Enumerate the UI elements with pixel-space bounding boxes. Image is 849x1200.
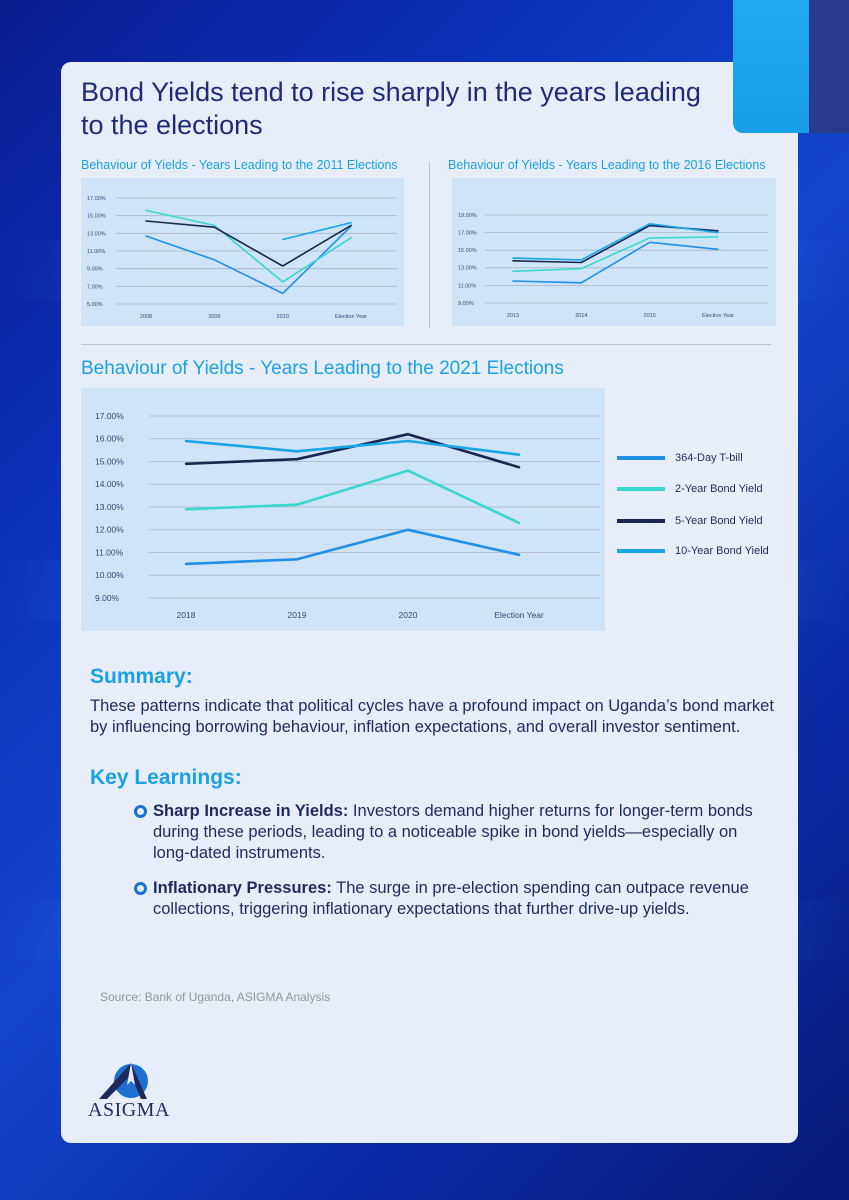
x-tick-label: 2020 — [399, 610, 418, 620]
series-line — [145, 220, 352, 267]
legend-label: 2-Year Bond Yield — [675, 483, 763, 495]
key-learning-item: Inflationary Pressures: The surge in pre… — [134, 878, 774, 920]
chart-2011: 17.00% 15.00% 13.00% 11.00% 9.00% 7.00% 5.00% 2… — [81, 178, 404, 326]
y-tick-label: 13.00% — [458, 266, 477, 272]
x-tick-label: 2008 — [140, 314, 152, 320]
chart-2016-title: Behaviour of Yields - Years Leading to t… — [448, 158, 766, 172]
series-line — [281, 221, 352, 241]
asigma-logo-icon — [99, 1063, 148, 1099]
legend-item-5-year: 5-Year Bond Yield — [617, 513, 763, 529]
y-tick-label: 11.00% — [458, 283, 476, 289]
y-tick-label: 7.00% — [87, 284, 103, 290]
y-tick-label: 13.00% — [95, 502, 124, 512]
key-learning-item: Sharp Increase in Yields: Investors dema… — [134, 801, 774, 864]
y-tick-label: 19.00% — [458, 213, 477, 219]
y-tick-label: 9.00% — [458, 301, 474, 307]
y-tick-label: 15.00% — [87, 214, 106, 220]
x-tick-label: Election Year — [494, 610, 544, 620]
bullet-circle-icon — [134, 882, 147, 895]
y-tick-label: 9.00% — [95, 593, 120, 603]
legend-item-10-year: 10-Year Bond Yield — [617, 543, 769, 559]
legend-item-2-year: 2-Year Bond Yield — [617, 481, 763, 497]
key-learning-bold: Inflationary Pressures: — [153, 879, 332, 897]
bullet-circle-icon — [134, 805, 147, 818]
series-line — [184, 528, 521, 566]
horizontal-divider — [81, 344, 771, 345]
legend-label: 5-Year Bond Yield — [675, 515, 763, 527]
legend-label: 364-Day T-bill — [675, 452, 743, 464]
series-line — [512, 224, 719, 264]
key-learning-body: Investors demand higher returns for long… — [153, 802, 753, 862]
y-tick-label: 15.00% — [95, 456, 124, 466]
y-tick-label: 17.00% — [458, 231, 477, 237]
legend-item-t-bill: 364-Day T-bill — [617, 450, 743, 466]
series-line — [145, 209, 352, 283]
x-tick-label: 2015 — [644, 313, 656, 319]
series-line — [512, 222, 719, 261]
legend-swatch — [617, 456, 665, 460]
y-tick-label: 15.00% — [458, 248, 477, 254]
x-tick-label: 2010 — [277, 314, 289, 320]
x-tick-label: Election Year — [702, 313, 734, 319]
y-tick-label: 14.00% — [95, 479, 124, 489]
vertical-divider — [429, 162, 430, 328]
x-tick-label: 2014 — [575, 313, 587, 319]
y-tick-label: 16.00% — [95, 434, 124, 444]
chart-2021-title: Behaviour of Yields - Years Leading to t… — [81, 358, 564, 379]
x-tick-label: Election Year — [335, 314, 367, 320]
chart-2016: 19.00% 17.00% 15.00% 13.00% 11.00% 9.00% 2013 2… — [452, 178, 776, 326]
y-tick-label: 10.00% — [95, 570, 124, 580]
y-tick-label: 17.00% — [87, 196, 106, 202]
key-learnings-heading: Key Learnings: — [90, 766, 242, 789]
y-tick-label: 13.00% — [87, 231, 106, 237]
key-learning-text: Sharp Increase in Yields: Investors dema… — [153, 801, 774, 864]
series-line — [184, 439, 521, 456]
x-tick-label: 2009 — [208, 314, 220, 320]
legend-label: 10-Year Bond Yield — [675, 545, 769, 557]
x-tick-label: 2013 — [507, 313, 519, 319]
x-tick-label: 2018 — [177, 610, 196, 620]
y-tick-label: 12.00% — [95, 525, 124, 535]
series-line — [145, 225, 352, 295]
chart-2011-svg: 17.00% 15.00% 13.00% 11.00% 9.00% 7.00% 5.00% 2… — [87, 196, 397, 320]
logo-text: ASIGMA — [88, 1099, 170, 1121]
chart-2021: 17.00% 16.00% 15.00% 14.00% 13.00% 12.00% 11.0… — [81, 388, 605, 631]
y-tick-label: 11.00% — [95, 547, 124, 557]
accent-block-blue — [733, 0, 809, 133]
legend-swatch — [617, 487, 665, 491]
source-note: Source: Bank of Uganda, ASIGMA Analysis — [100, 990, 331, 1004]
summary-heading: Summary: — [90, 665, 193, 688]
legend-swatch — [617, 519, 665, 523]
accent-block-navy — [809, 0, 849, 133]
key-learning-bold: Sharp Increase in Yields: — [153, 802, 349, 820]
y-tick-label: 9.00% — [87, 267, 103, 273]
y-tick-label: 17.00% — [95, 411, 124, 421]
y-tick-label: 11.00% — [87, 249, 105, 255]
series-line — [512, 236, 719, 273]
content-card: Bond Yields tend to rise sharply in the … — [61, 62, 798, 1143]
chart-2016-svg: 19.00% 17.00% 15.00% 13.00% 11.00% 9.00% 2013 2… — [458, 213, 768, 319]
summary-text: These patterns indicate that political c… — [90, 697, 774, 736]
key-learning-body: The surge in pre-election spending can o… — [153, 879, 749, 918]
legend-swatch — [617, 549, 665, 553]
x-tick-label: 2019 — [288, 610, 307, 620]
page-title: Bond Yields tend to rise sharply in the … — [81, 77, 701, 140]
chart-2021-svg: 17.00% 16.00% 15.00% 14.00% 13.00% 12.00% 11.0… — [95, 411, 600, 620]
series-line — [184, 432, 521, 469]
chart-2011-title: Behaviour of Yields - Years Leading to t… — [81, 158, 398, 172]
key-learning-text: Inflationary Pressures: The surge in pre… — [153, 878, 774, 920]
y-tick-label: 5.00% — [87, 302, 103, 308]
series-line — [512, 241, 719, 284]
series-line — [184, 469, 521, 525]
